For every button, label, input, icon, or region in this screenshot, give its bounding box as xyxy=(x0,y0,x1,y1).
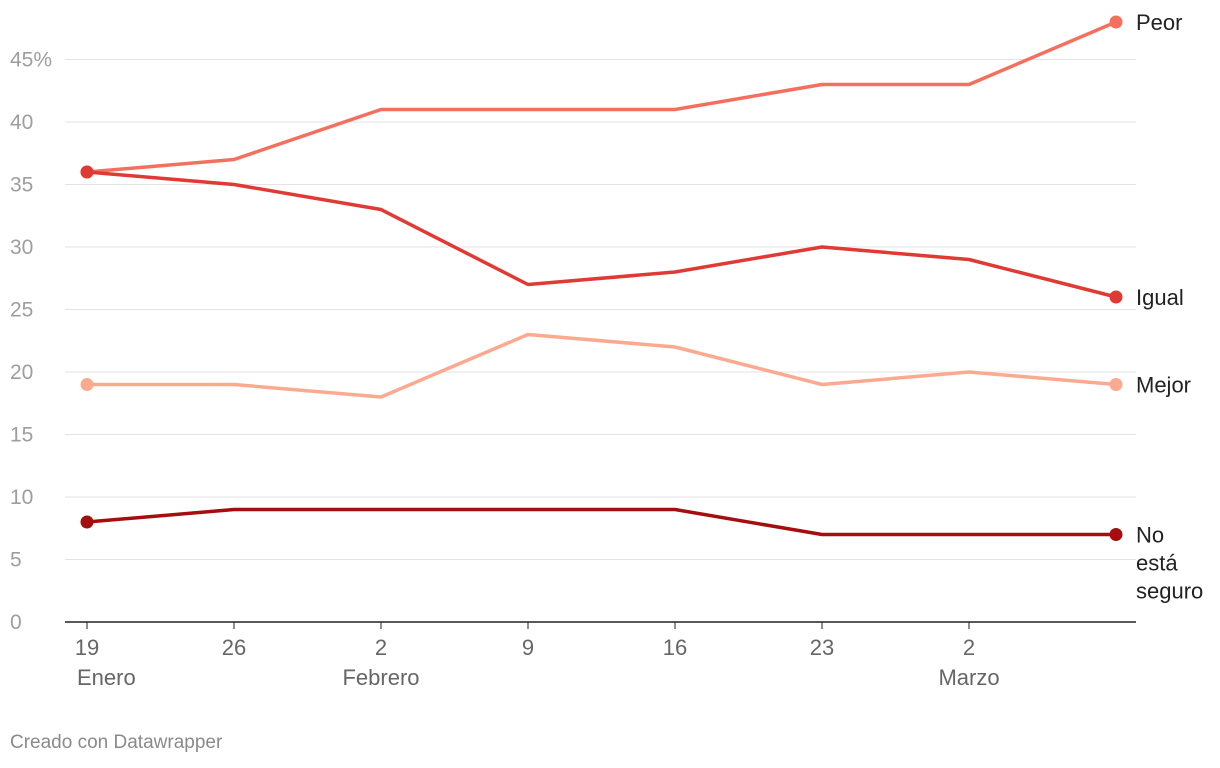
y-tick-label: 20 xyxy=(10,361,33,384)
series-label-line: está xyxy=(1136,551,1178,576)
x-tick-day: 26 xyxy=(222,635,246,660)
series-label: Mejor xyxy=(1136,373,1191,398)
series-line xyxy=(85,20,1118,174)
series-label-line: Igual xyxy=(1136,285,1184,310)
x-tick-month: Enero xyxy=(77,665,136,690)
series-start-point xyxy=(80,515,94,529)
series-end-point xyxy=(1109,378,1123,391)
series-end-point xyxy=(1109,15,1123,29)
x-axis: 19 Enero 26 2 Febrero 9 16 23 2 Marzo xyxy=(75,622,1000,690)
y-tick-label: 15 xyxy=(10,424,33,447)
series-end-point xyxy=(1109,528,1123,541)
x-tick-month: Febrero xyxy=(342,665,419,690)
x-tick-day: 16 xyxy=(663,635,687,660)
y-tick-label: 30 xyxy=(10,236,33,259)
series-label: Peor xyxy=(1136,10,1182,35)
series-start-point xyxy=(80,378,94,391)
series-line xyxy=(85,332,1118,399)
x-tick-day: 19 xyxy=(75,635,99,660)
series-label: No está seguro xyxy=(1136,523,1203,604)
series-label-line: Peor xyxy=(1136,10,1182,35)
series-line xyxy=(85,507,1118,537)
x-tick-day: 9 xyxy=(522,635,534,660)
series-label: Igual xyxy=(1136,285,1184,310)
series-label-line: No xyxy=(1136,523,1164,548)
series-start-point xyxy=(80,165,94,179)
y-tick-label: 5 xyxy=(10,549,22,572)
series-labels: Peor Igual Mejor No está seguro xyxy=(1136,10,1203,604)
series-layer xyxy=(80,15,1123,541)
y-tick-label: 25 xyxy=(10,299,33,322)
x-tick-day: 2 xyxy=(375,635,387,660)
x-tick-day: 23 xyxy=(810,635,834,660)
series-line xyxy=(85,170,1118,299)
y-tick-label: 45% xyxy=(10,49,52,72)
x-tick-day: 2 xyxy=(963,635,975,660)
credit-text: Creado con Datawrapper xyxy=(10,732,223,753)
y-tick-label: 10 xyxy=(10,486,33,509)
grid-layer xyxy=(65,59,1136,623)
series-end-point xyxy=(1109,290,1123,304)
y-tick-label: 40 xyxy=(10,111,33,134)
x-tick-month: Marzo xyxy=(938,665,999,690)
series-label-line: seguro xyxy=(1136,579,1203,604)
y-tick-label: 0 xyxy=(10,611,22,634)
series-label-line: Mejor xyxy=(1136,373,1191,398)
y-axis: 0 5 10 15 20 25 30 35 40 45% xyxy=(10,49,52,635)
y-tick-label: 35 xyxy=(10,174,33,197)
